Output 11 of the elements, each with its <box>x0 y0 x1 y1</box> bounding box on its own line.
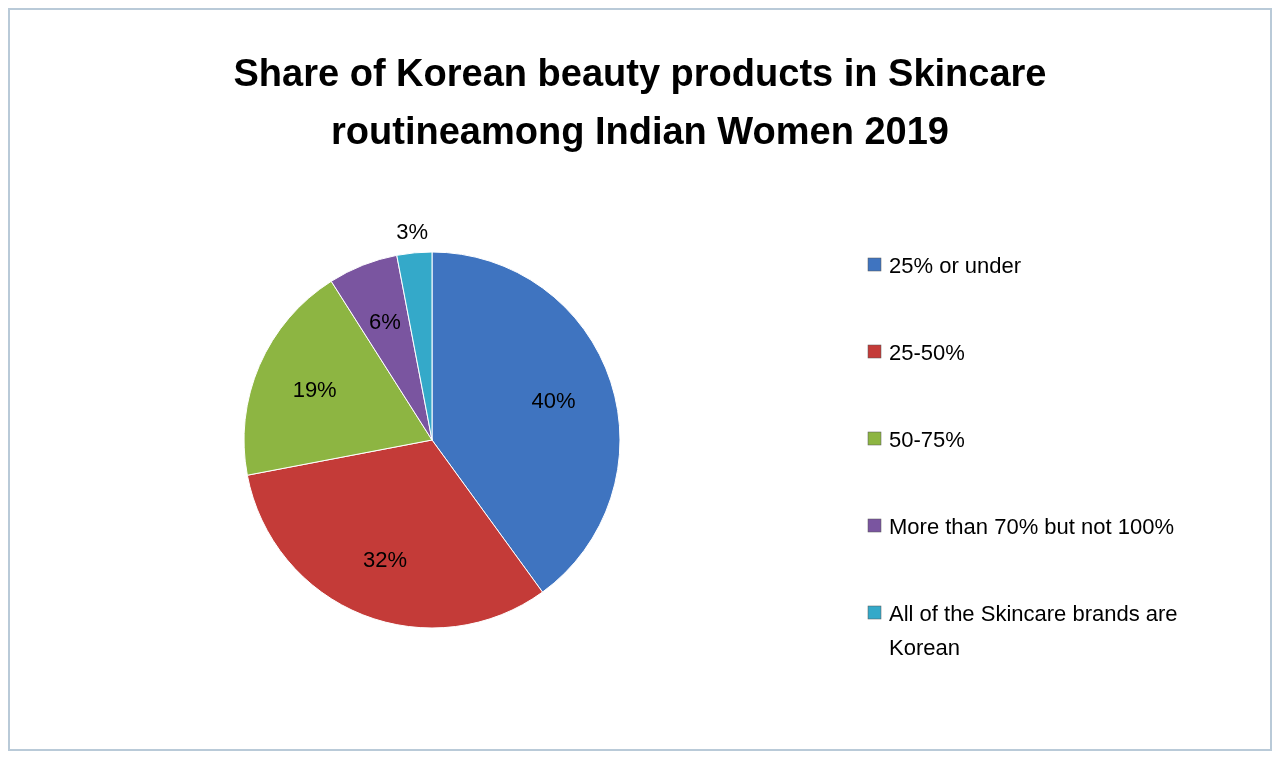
data-label: 32% <box>362 546 407 572</box>
data-label: 19% <box>292 376 337 402</box>
data-label: 40% <box>531 388 576 414</box>
legend-label: All of the Skincare brands are Korean <box>889 600 1178 660</box>
legend-label: 25% or under <box>889 252 1022 278</box>
legend-label: More than 70% but not 100% <box>889 513 1174 539</box>
legend-label: 50-75% <box>889 426 965 452</box>
legend-label: 25-50% <box>889 339 965 365</box>
data-label: 3% <box>396 218 429 244</box>
chart-title: Share of Korean beauty products in Skincare routineamong Indian Women 2019 <box>233 52 1047 152</box>
data-label: 6% <box>369 308 401 334</box>
